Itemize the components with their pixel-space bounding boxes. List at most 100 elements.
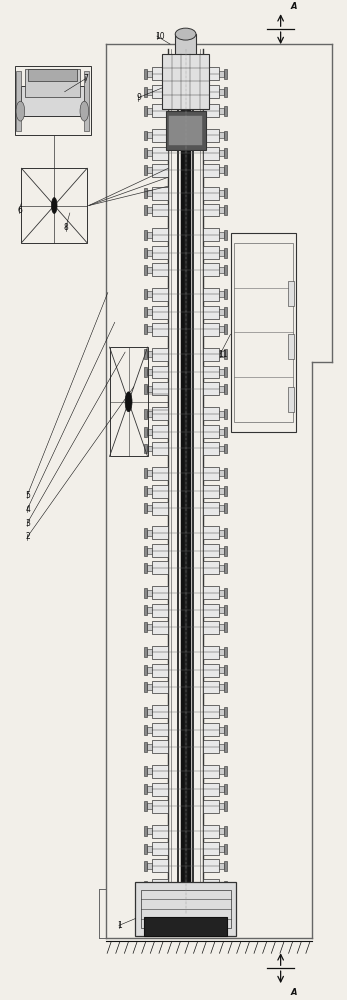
Bar	[152, 323, 168, 336]
Bar	[203, 604, 219, 617]
Bar	[152, 129, 168, 142]
Bar	[219, 150, 224, 156]
Bar	[224, 205, 227, 215]
Bar	[224, 384, 227, 394]
Bar	[147, 150, 152, 156]
Bar	[144, 165, 147, 175]
Bar	[219, 232, 224, 238]
Bar	[152, 842, 168, 855]
Bar	[219, 744, 224, 750]
Bar	[224, 826, 227, 836]
Bar	[25, 69, 80, 97]
Bar	[203, 740, 219, 753]
Bar	[152, 502, 168, 515]
Bar	[147, 744, 152, 750]
Bar	[152, 604, 168, 617]
Bar	[224, 468, 227, 478]
Bar	[203, 646, 219, 659]
Bar	[219, 167, 224, 173]
Bar	[135, 882, 236, 936]
Bar	[224, 106, 227, 116]
Bar	[203, 246, 219, 259]
Bar	[152, 104, 168, 117]
Bar	[147, 446, 152, 451]
Bar	[203, 187, 219, 200]
Bar	[147, 108, 152, 114]
Bar	[147, 190, 152, 196]
Bar	[144, 917, 227, 936]
Bar	[144, 826, 147, 836]
Bar	[144, 69, 147, 79]
Bar	[147, 71, 152, 77]
Bar	[219, 351, 224, 357]
Bar	[147, 207, 152, 213]
Bar	[147, 786, 152, 792]
Bar	[224, 707, 227, 717]
Bar	[203, 467, 219, 480]
Bar	[147, 649, 152, 655]
Text: 1: 1	[117, 921, 122, 930]
Bar	[224, 881, 227, 891]
Bar	[144, 588, 147, 598]
Text: 2: 2	[26, 532, 30, 541]
Bar	[219, 429, 224, 435]
Bar	[175, 34, 196, 56]
Bar	[219, 863, 224, 869]
Bar	[224, 248, 227, 258]
Bar	[147, 548, 152, 554]
Bar	[152, 586, 168, 599]
Circle shape	[51, 198, 57, 213]
Bar	[219, 883, 224, 889]
Bar	[147, 250, 152, 256]
Bar	[219, 590, 224, 596]
Bar	[203, 382, 219, 395]
Bar	[183, 49, 189, 914]
Bar	[219, 291, 224, 297]
Bar	[144, 265, 147, 275]
Bar	[203, 586, 219, 599]
Bar	[144, 647, 147, 657]
Bar	[219, 71, 224, 77]
Bar	[203, 526, 219, 539]
Bar	[147, 89, 152, 95]
Bar	[147, 607, 152, 613]
Circle shape	[125, 392, 132, 412]
Bar	[203, 723, 219, 736]
Bar	[110, 347, 147, 456]
Bar	[147, 429, 152, 435]
Bar	[152, 366, 168, 378]
Bar	[219, 727, 224, 733]
Bar	[224, 647, 227, 657]
Bar	[224, 588, 227, 598]
Bar	[224, 622, 227, 632]
Bar	[152, 561, 168, 574]
Bar	[203, 442, 219, 455]
Bar	[203, 705, 219, 718]
Bar	[152, 765, 168, 778]
Bar	[144, 205, 147, 215]
Bar	[147, 684, 152, 690]
Bar	[144, 468, 147, 478]
Bar	[147, 232, 152, 238]
Bar	[147, 132, 152, 138]
Bar	[203, 164, 219, 177]
Text: A: A	[290, 988, 297, 997]
Bar	[203, 348, 219, 361]
Bar	[144, 230, 147, 240]
Bar	[144, 188, 147, 198]
Bar	[219, 369, 224, 375]
Bar	[152, 740, 168, 753]
Bar	[147, 565, 152, 571]
Bar	[147, 291, 152, 297]
Bar	[203, 825, 219, 838]
Bar	[203, 263, 219, 276]
Bar	[219, 768, 224, 774]
Bar	[219, 505, 224, 511]
Bar	[144, 546, 147, 556]
Bar	[147, 883, 152, 889]
Bar	[144, 349, 147, 359]
Bar	[203, 104, 219, 117]
Text: 6: 6	[17, 206, 22, 215]
Bar	[147, 727, 152, 733]
Bar	[152, 147, 168, 160]
